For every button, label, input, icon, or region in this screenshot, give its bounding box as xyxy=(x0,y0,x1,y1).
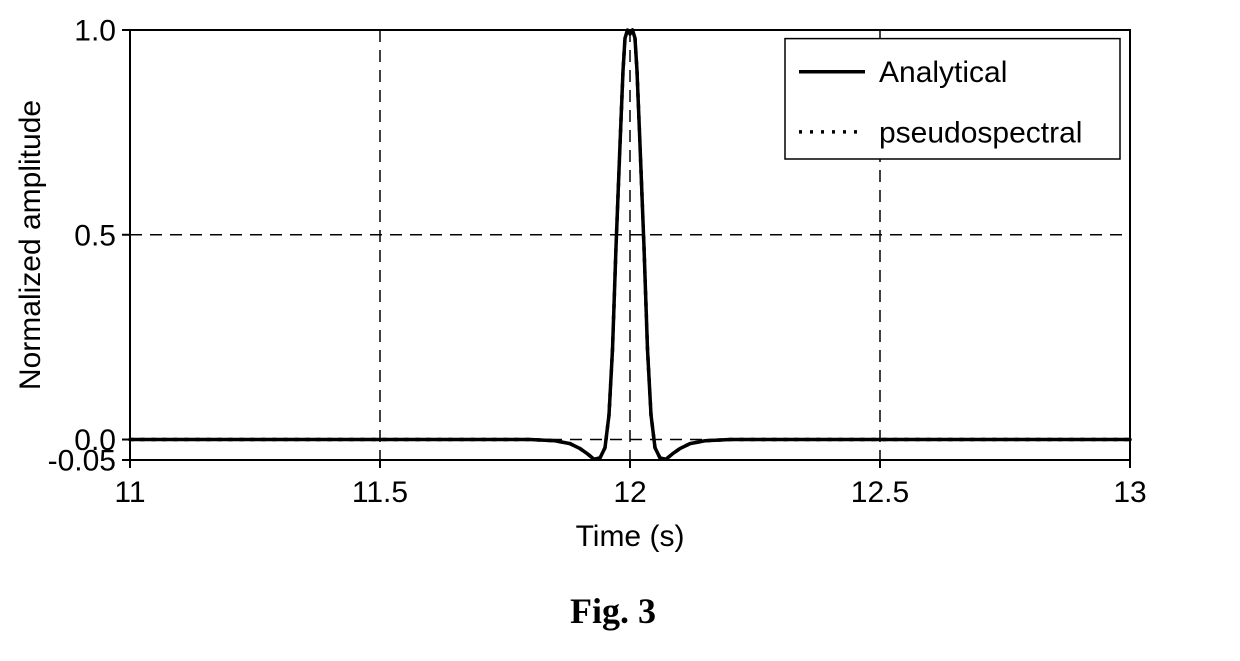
xtick-label: 11.5 xyxy=(352,476,408,509)
figure-caption: Fig. 3 xyxy=(570,590,656,632)
xtick-label: 12 xyxy=(613,476,646,509)
figure-page: 1111.51212.513-0.050.00.51.0Time (s)Norm… xyxy=(0,0,1240,661)
xlabel: Time (s) xyxy=(576,520,685,553)
ytick-label: 1.0 xyxy=(74,15,116,48)
legend-label: pseudospectral xyxy=(879,116,1082,149)
legend-label: Analytical xyxy=(879,56,1007,89)
chart-area: 1111.51212.513-0.050.00.51.0Time (s)Norm… xyxy=(0,0,1240,661)
xtick-label: 11 xyxy=(114,476,145,509)
ytick-label: 0.0 xyxy=(74,424,116,457)
xtick-label: 12.5 xyxy=(851,476,909,509)
ytick-label: 0.5 xyxy=(74,219,116,252)
ylabel: Normalized amplitude xyxy=(14,100,47,390)
xtick-label: 13 xyxy=(1113,476,1146,509)
chart-svg: 1111.51212.513-0.050.00.51.0Time (s)Norm… xyxy=(0,0,1240,661)
